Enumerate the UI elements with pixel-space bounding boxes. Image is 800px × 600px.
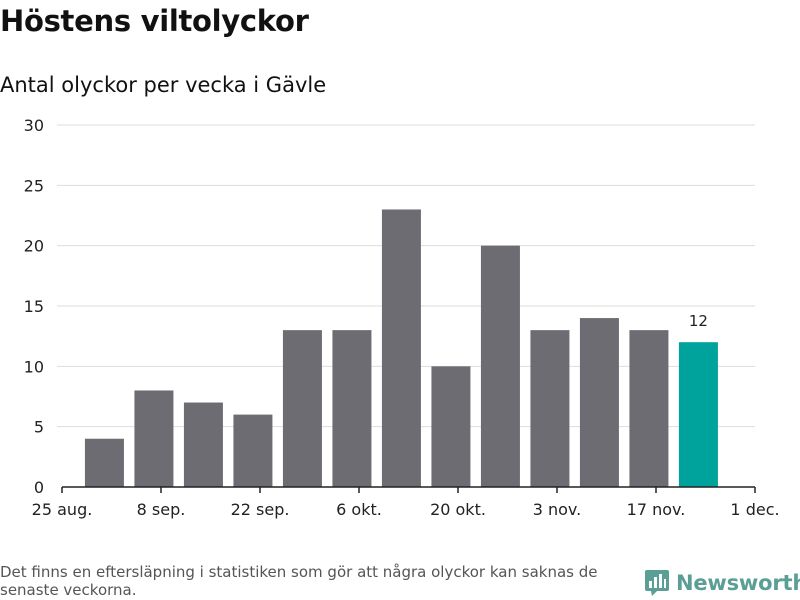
x-tick-label: 20 okt. — [430, 500, 486, 519]
x-tick-label: 25 aug. — [32, 500, 93, 519]
bar-highlight — [678, 342, 718, 487]
x-tick-label: 8 sep. — [137, 500, 186, 519]
bar — [332, 330, 372, 487]
bar — [381, 209, 421, 487]
chart-subtitle: Antal olyckor per vecka i Gävle — [0, 73, 327, 97]
chart-title: Höstens viltolyckor — [0, 4, 309, 38]
bar — [579, 318, 619, 487]
bar — [183, 402, 223, 487]
newsworthy-brand[interactable]: Newsworthy — [644, 569, 800, 597]
x-tick-label: 22 sep. — [231, 500, 290, 519]
y-tick-label: 15 — [24, 297, 44, 316]
bar — [431, 366, 471, 487]
bar — [629, 330, 669, 487]
bar — [480, 245, 520, 487]
x-tick-label: 17 nov. — [627, 500, 686, 519]
y-tick-label: 30 — [24, 116, 44, 135]
x-tick-label: 3 nov. — [533, 500, 582, 519]
y-tick-label: 0 — [34, 478, 44, 497]
footnote: Det finns en eftersläpning i statistiken… — [0, 563, 598, 599]
y-tick-label: 5 — [34, 418, 44, 437]
x-tick-label: 6 okt. — [336, 500, 382, 519]
data-label: 12 — [689, 312, 708, 330]
y-tick-label: 10 — [24, 357, 44, 376]
y-tick-label: 25 — [24, 176, 44, 195]
brand-name: Newsworthy — [676, 571, 800, 595]
bar-chart: 0 5 10 15 20 25 30 12 25 aug. 8 sep. 22 sep. 6 okt.… — [24, 116, 780, 519]
bar — [134, 390, 174, 487]
x-tick-label: 1 dec. — [730, 500, 779, 519]
bar — [530, 330, 570, 487]
bar — [282, 330, 322, 487]
y-tick-label: 20 — [24, 237, 44, 256]
bar — [233, 414, 273, 487]
bar — [84, 438, 124, 487]
newsworthy-logo-icon — [645, 570, 669, 596]
